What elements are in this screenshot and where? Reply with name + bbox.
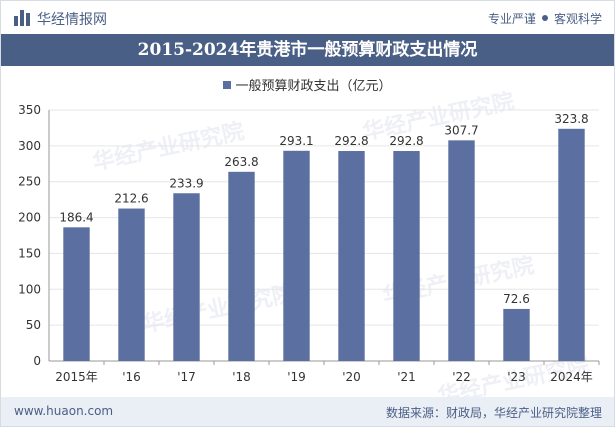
bar: [283, 150, 310, 361]
y-tick-label: 250: [18, 175, 41, 189]
tagline-left: 专业严谨: [487, 12, 536, 26]
y-tick-label: 200: [18, 211, 41, 225]
y-tick-label: 350: [18, 103, 41, 117]
y-tick-label: 100: [18, 282, 41, 296]
bar-chart-logo-icon: [14, 10, 30, 26]
bar-value-label: 292.8: [334, 134, 368, 148]
x-tick-label: '23: [507, 370, 526, 384]
bar: [63, 227, 90, 361]
x-tick-label: '22: [452, 370, 471, 384]
bar-value-label: 233.9: [169, 176, 203, 190]
x-tick-label: '20: [342, 370, 361, 384]
separator-dot-icon: [541, 15, 548, 21]
bar-value-label: 293.1: [279, 134, 313, 148]
legend-swatch: [223, 81, 232, 89]
footer-source: 数据来源：财政局，华经产业研究院整理: [385, 406, 602, 420]
bar-value-label: 292.8: [389, 134, 423, 148]
footer-url: www.huaon.com: [14, 404, 114, 418]
x-tick-label: '16: [122, 370, 141, 384]
chart-title: 2015-2024年贵港市一般预算财政支出情况: [1, 34, 614, 66]
bar: [503, 308, 530, 361]
tagline: 专业严谨 客观科学: [488, 10, 602, 27]
bar: [173, 193, 200, 361]
y-tick-label: 150: [18, 246, 41, 260]
footer: www.huaon.com 数据来源：财政局，华经产业研究院整理: [1, 397, 614, 426]
bar: [228, 171, 255, 361]
tagline-right: 客观科学: [553, 12, 602, 26]
x-tick-label: 2024年: [550, 370, 593, 384]
bar-value-label: 212.6: [114, 192, 148, 206]
bar-value-label: 72.6: [503, 292, 530, 306]
bar-value-label: 307.7: [444, 123, 478, 137]
x-tick-label: 2015年: [55, 370, 98, 384]
x-tick-label: '18: [232, 370, 251, 384]
y-tick-label: 50: [26, 318, 41, 332]
y-tick-label: 300: [18, 139, 41, 153]
bar-value-label: 263.8: [224, 155, 258, 169]
x-tick-label: '21: [397, 370, 416, 384]
bar: [448, 140, 475, 361]
top-bar: 华经情报网 专业严谨 客观科学: [1, 1, 614, 34]
y-tick-label: 0: [33, 354, 41, 368]
bar-chart: 0 50 100 150 200 250 300 350 186.4 2015年 212.6 '16 2…: [18, 103, 600, 384]
brand-name: 华经情报网: [37, 12, 107, 28]
bar: [338, 151, 365, 361]
bar: [393, 151, 420, 361]
legend-label: 一般预算财政支出（亿元）: [235, 79, 392, 94]
x-tick-label: '19: [287, 370, 306, 384]
bar-value-label: 186.4: [59, 210, 93, 224]
bar-value-label: 323.8: [554, 112, 588, 126]
chart-legend: 一般预算财政支出（亿元）: [1, 75, 614, 94]
bar: [118, 208, 145, 361]
x-tick-label: '17: [177, 370, 196, 384]
bar: [558, 128, 585, 361]
